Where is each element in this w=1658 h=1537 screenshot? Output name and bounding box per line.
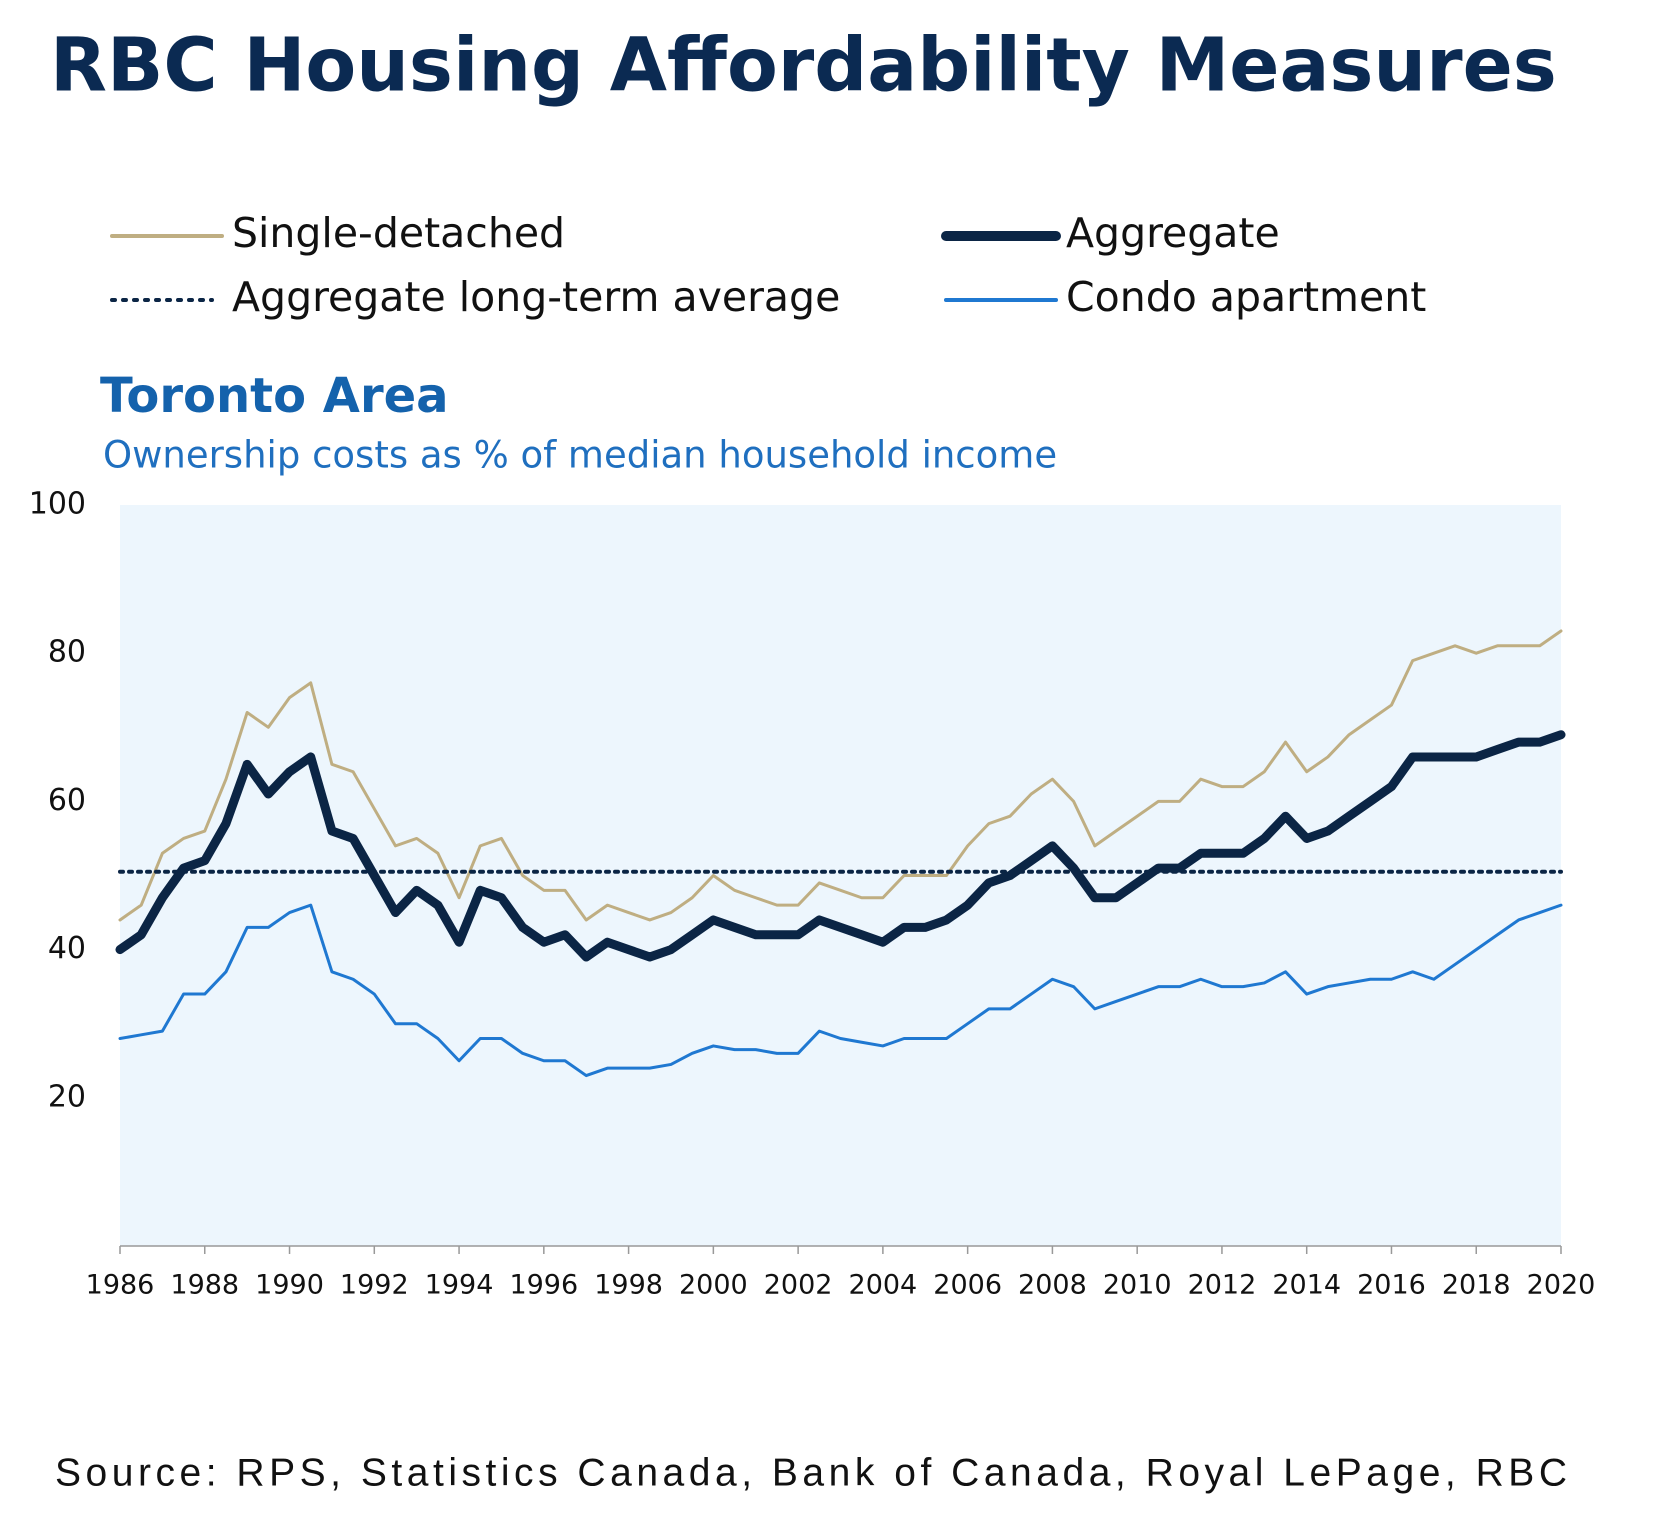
x-tick-label: 2018 (1442, 1270, 1511, 1301)
x-tick-label: 1998 (594, 1270, 663, 1301)
series-line (118, 629, 1563, 922)
x-tick-label: 2006 (933, 1270, 1002, 1301)
x-tick-label: 2002 (764, 1270, 833, 1301)
x-tick-label: 2004 (849, 1270, 918, 1301)
x-tick-label: 2010 (1103, 1270, 1172, 1301)
plot-background (120, 505, 1561, 1246)
x-tick-label: 1988 (170, 1270, 239, 1301)
legend-label: Condo apartment (1066, 273, 1426, 321)
y-tick-label: 40 (48, 931, 86, 966)
x-tick-label: 1994 (425, 1270, 494, 1301)
x-tick-label: 2016 (1357, 1270, 1426, 1301)
y-axis-label: Ownership costs as % of median household… (103, 434, 1057, 477)
x-tick-label: 1990 (255, 1270, 324, 1301)
chart-title: RBC Housing Affordability Measures (50, 23, 1557, 109)
y-tick-label: 20 (48, 1079, 86, 1114)
x-tick-label: 1986 (86, 1270, 155, 1301)
x-tick-label: 2008 (1018, 1270, 1087, 1301)
y-tick-label: 80 (48, 635, 86, 670)
x-tick-label: 2012 (1188, 1270, 1257, 1301)
legend-label: Aggregate (1066, 209, 1280, 257)
legend-label: Single-detached (232, 209, 565, 257)
y-tick-label: 100 (29, 487, 86, 522)
series-line (115, 730, 1566, 962)
x-tick-label: 1992 (340, 1270, 409, 1301)
x-tick-label: 2014 (1272, 1270, 1341, 1301)
x-tick-label: 2020 (1527, 1270, 1596, 1301)
source-note: Source: RPS, Statistics Canada, Bank of … (55, 1451, 1567, 1494)
x-tick-label: 2000 (679, 1270, 748, 1301)
series-line (118, 903, 1563, 1078)
chart-subtitle: Toronto Area (100, 368, 449, 424)
x-tick-label: 1996 (509, 1270, 578, 1301)
y-tick-label: 60 (48, 783, 86, 818)
legend-label: Aggregate long-term average (232, 273, 840, 321)
